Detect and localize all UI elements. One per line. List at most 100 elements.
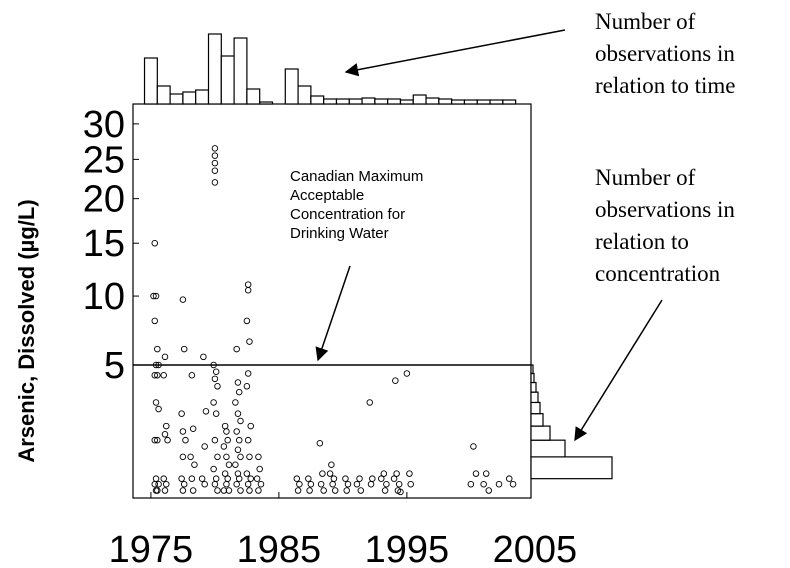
point — [244, 287, 252, 294]
point — [390, 475, 398, 482]
point — [161, 431, 169, 438]
histogram-bar — [233, 37, 248, 105]
point — [237, 487, 244, 494]
point — [210, 361, 217, 369]
point — [253, 475, 261, 482]
point — [343, 487, 350, 494]
point — [235, 388, 243, 396]
point — [212, 475, 220, 482]
point — [397, 488, 404, 496]
histogram-bar — [530, 372, 535, 384]
point — [179, 487, 187, 494]
point — [212, 410, 220, 417]
point — [210, 465, 217, 473]
point — [395, 480, 403, 488]
point — [306, 487, 313, 494]
y-tick-label: 30 — [83, 104, 125, 146]
point — [233, 480, 240, 488]
point — [244, 370, 252, 377]
point — [257, 480, 265, 488]
point — [154, 436, 161, 444]
point — [244, 281, 252, 288]
point — [220, 443, 228, 450]
point — [155, 361, 162, 369]
point — [244, 480, 252, 488]
histogram-bar — [502, 99, 517, 105]
histogram-bar — [476, 99, 491, 105]
point — [151, 480, 159, 488]
point — [233, 345, 240, 353]
annotation: Number of — [595, 9, 696, 34]
annotation: observations in — [595, 41, 735, 66]
histogram-bar — [530, 391, 539, 404]
point — [244, 436, 252, 444]
point — [200, 353, 207, 361]
point — [182, 436, 189, 444]
point — [495, 480, 503, 488]
point — [357, 487, 365, 494]
point — [243, 317, 251, 325]
point — [467, 480, 475, 488]
point — [330, 475, 338, 482]
point — [211, 480, 219, 488]
point — [211, 375, 219, 383]
point — [403, 370, 411, 377]
point — [369, 475, 376, 482]
histogram-bar — [451, 99, 466, 105]
point — [255, 487, 262, 494]
y-tick-label: 25 — [83, 139, 125, 181]
histogram-bar — [399, 99, 414, 105]
point — [296, 480, 303, 488]
arrow — [344, 29, 566, 77]
point — [235, 436, 243, 444]
point — [243, 383, 251, 390]
annotation: relation to time — [595, 73, 736, 98]
point — [232, 399, 239, 406]
histogram-bar — [361, 97, 376, 105]
point — [155, 405, 162, 413]
histogram-bar — [246, 88, 261, 105]
point — [155, 480, 162, 488]
point — [225, 487, 233, 494]
point — [221, 422, 229, 430]
point — [160, 475, 167, 482]
point — [210, 399, 217, 406]
point — [316, 440, 324, 447]
point — [214, 487, 221, 494]
point — [201, 443, 208, 450]
plot-frame — [132, 103, 532, 499]
histogram-bar — [156, 85, 171, 105]
point — [480, 480, 487, 488]
point — [247, 422, 254, 430]
point — [220, 487, 228, 494]
histogram-bar — [530, 381, 537, 393]
point — [233, 428, 240, 435]
point — [256, 465, 263, 473]
histogram-bar — [143, 57, 158, 105]
annotation: Acceptable — [290, 187, 364, 204]
y-tick-label: 10 — [83, 276, 125, 318]
annotation: Canadian Maximum — [290, 168, 423, 185]
point — [232, 461, 239, 468]
point — [152, 292, 160, 300]
histogram-bar — [259, 101, 274, 105]
histogram-bar — [412, 94, 427, 105]
point — [152, 475, 160, 482]
point — [328, 461, 335, 468]
point — [237, 417, 244, 425]
point — [211, 145, 219, 152]
point — [152, 361, 160, 369]
point — [151, 317, 159, 325]
point — [164, 436, 171, 444]
histogram-bar — [297, 85, 312, 105]
point — [211, 159, 219, 167]
point — [331, 487, 339, 494]
histogram-bar — [530, 401, 541, 415]
point — [151, 239, 159, 247]
point — [211, 152, 219, 159]
point — [179, 428, 187, 435]
point — [246, 487, 253, 494]
point — [191, 461, 198, 468]
point — [223, 480, 230, 488]
point — [234, 410, 242, 417]
